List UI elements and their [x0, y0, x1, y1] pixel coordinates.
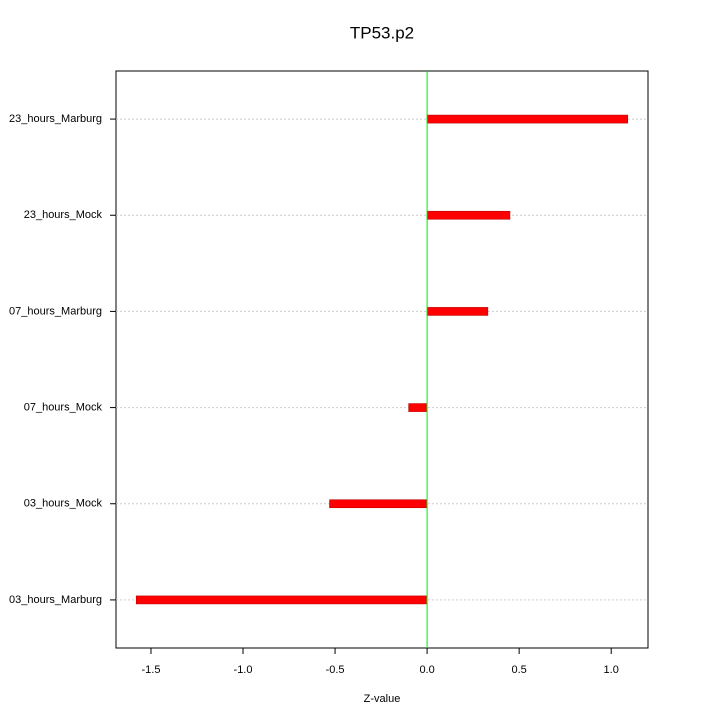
- y-tick-label: 23_hours_Marburg: [9, 113, 102, 125]
- x-tick-label: -0.5: [326, 664, 345, 676]
- bar: [426, 114, 629, 124]
- y-tick-label: 23_hours_Mock: [24, 209, 103, 221]
- x-axis-label: Z-value: [364, 693, 401, 705]
- x-tick-label: 0.5: [511, 664, 526, 676]
- bar: [408, 403, 428, 412]
- y-tick-label: 03_hours_Marburg: [9, 594, 102, 606]
- bar: [426, 210, 511, 220]
- x-tick-label: -1.5: [141, 664, 160, 676]
- x-tick-label: -1.0: [234, 664, 253, 676]
- chart-title: TP53.p2: [350, 23, 414, 42]
- bar: [135, 595, 428, 605]
- plot-frame: [115, 70, 649, 649]
- bar: [329, 499, 428, 509]
- bar: [426, 307, 489, 316]
- y-tick-label: 03_hours_Mock: [24, 498, 103, 510]
- x-tick-label: 0.0: [419, 664, 434, 676]
- x-tick-label: 1.0: [604, 664, 619, 676]
- y-tick-label: 07_hours_Mock: [24, 401, 103, 413]
- y-tick-label: 07_hours_Marburg: [9, 305, 102, 317]
